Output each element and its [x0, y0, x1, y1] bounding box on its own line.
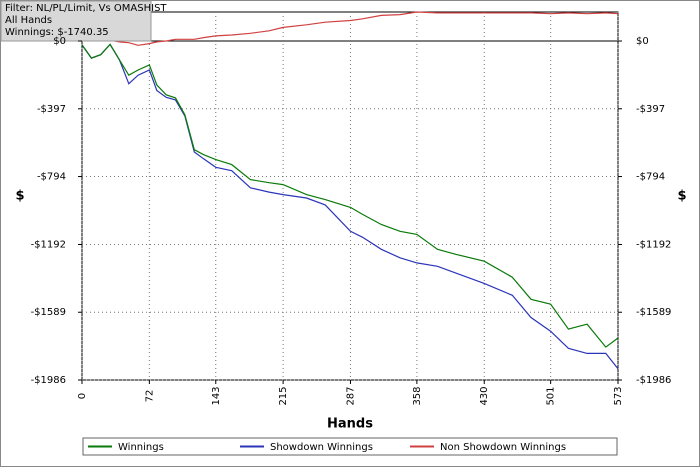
x-tick-label: 72 [144, 390, 155, 403]
series-line [81, 43, 619, 348]
legend [82, 437, 618, 456]
series-line [81, 11, 619, 46]
x-tick-label: 215 [278, 386, 289, 405]
y-tick-label: $0 [53, 36, 66, 47]
series-line [81, 43, 619, 370]
annotation: All Hands [5, 15, 52, 26]
x-tick-label: 287 [345, 386, 356, 405]
legend-label: Non Showdown Winnings [440, 442, 566, 453]
x-tick-label: 430 [479, 386, 490, 405]
x-tick-label: 501 [546, 386, 557, 405]
y-tick-label: -$1589 [31, 307, 66, 318]
x-tick-label: 143 [211, 386, 222, 405]
annotation: Filter: NL/PL/Limit, Vs OMASHIST [5, 3, 167, 14]
y2-tick-label: -$397 [636, 104, 665, 115]
y2-tick-label: -$1589 [636, 307, 671, 318]
x-tick-label: 0 [77, 393, 88, 399]
y2-axis-title: $ [677, 189, 686, 204]
y2-tick-label: $0 [636, 36, 649, 47]
y2-tick-label: -$794 [636, 172, 665, 183]
x-tick-label: 573 [613, 386, 624, 405]
y-tick-label: -$1986 [31, 375, 66, 386]
y-tick-label: -$397 [37, 104, 66, 115]
legend-label: Showdown Winnings [270, 442, 373, 453]
y-tick-label: -$1192 [31, 239, 66, 250]
series-lines [81, 11, 619, 370]
y-tick-label: -$794 [37, 172, 66, 183]
x-tick-label: 358 [412, 386, 423, 405]
y2-tick-label: -$1986 [636, 375, 671, 386]
x-axis-title: Hands [327, 417, 373, 432]
y2-tick-label: -$1192 [636, 239, 671, 250]
info-box [0, 0, 152, 42]
legend-label: Winnings [118, 442, 164, 453]
annotation: Winnings: $-1740.35 [5, 27, 109, 38]
y-axis-title: $ [15, 189, 24, 204]
